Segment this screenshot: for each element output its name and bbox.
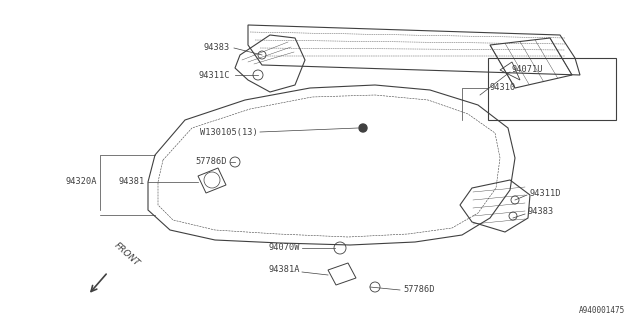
Text: 94383: 94383 — [204, 44, 230, 52]
Text: 94383: 94383 — [528, 207, 554, 217]
Text: 94320A: 94320A — [65, 178, 97, 187]
Text: A940001475: A940001475 — [579, 306, 625, 315]
Bar — [488, 58, 616, 120]
Text: 94311C: 94311C — [198, 70, 230, 79]
Text: 94381: 94381 — [119, 178, 145, 187]
Text: FRONT: FRONT — [112, 241, 141, 268]
Text: 94070W: 94070W — [269, 244, 300, 252]
Text: W130105(13): W130105(13) — [200, 127, 258, 137]
Text: 94381A: 94381A — [269, 266, 300, 275]
Text: 94311D: 94311D — [530, 188, 561, 197]
Text: 57786D: 57786D — [403, 285, 435, 294]
Text: 94071U: 94071U — [512, 66, 543, 75]
Text: 94310: 94310 — [490, 84, 516, 92]
Circle shape — [359, 124, 367, 132]
Text: 57786D: 57786D — [195, 157, 227, 166]
